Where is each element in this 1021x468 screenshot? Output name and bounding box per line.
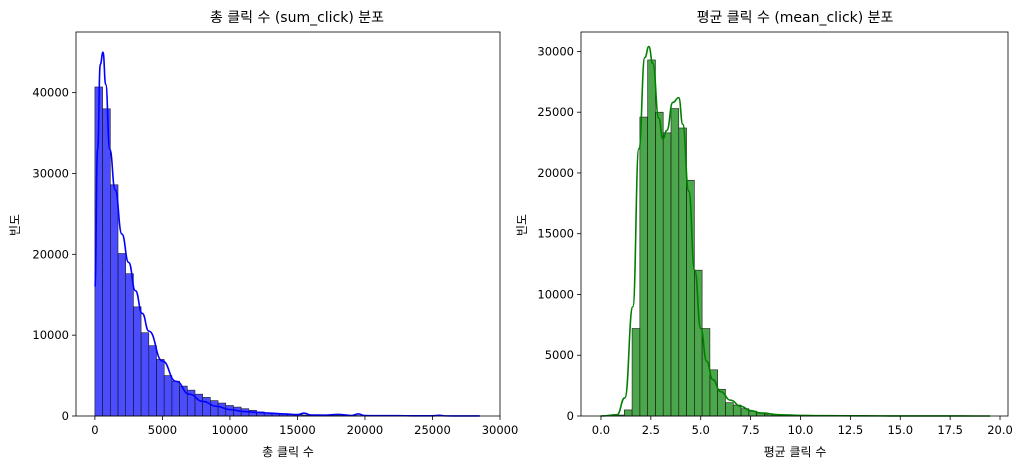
y-tick-label: 20000 xyxy=(32,247,69,261)
sum-click-histogram: 총 클릭 수 (sum_click) 분포 0 5000 10000 15000 200… xyxy=(8,10,518,459)
y-tick-label: 0 xyxy=(567,409,574,423)
x-tick-label: 5000 xyxy=(148,423,177,437)
chart-title: 총 클릭 수 (sum_click) 분포 xyxy=(210,10,384,26)
histogram-bar xyxy=(202,397,211,417)
histogram-bar xyxy=(678,127,687,417)
y-ticks: 0 5000 10000 15000 20000 25000 30000 xyxy=(537,44,581,423)
x-tick-label: 0 xyxy=(91,423,98,437)
histogram-bar xyxy=(163,375,173,417)
chart-title: 평균 클릭 수 (mean_click) 분포 xyxy=(697,10,894,26)
y-tick-label: 40000 xyxy=(32,86,69,100)
histogram-bar xyxy=(725,402,734,417)
histogram-bar xyxy=(662,132,672,417)
histogram-bar xyxy=(210,400,219,417)
y-tick-label: 30000 xyxy=(32,166,69,180)
x-tick-label: 10.0 xyxy=(788,423,814,437)
y-tick-label: 20000 xyxy=(537,166,574,180)
x-tick-label: 30000 xyxy=(482,423,519,437)
histogram-bar xyxy=(655,111,664,417)
x-ticks: 0 5000 10000 15000 20000 25000 30000 xyxy=(91,416,518,437)
x-tick-label: 25000 xyxy=(414,423,451,437)
y-tick-label: 25000 xyxy=(537,105,574,119)
histogram-bar xyxy=(156,359,165,417)
y-tick-label: 15000 xyxy=(537,227,574,241)
x-tick-label: 15000 xyxy=(279,423,316,437)
x-tick-label: 15.0 xyxy=(887,423,913,437)
mean-click-histogram: 평균 클릭 수 (mean_click) 분포 0.0 2.5 5.0 7.5 10.0… xyxy=(515,10,1013,459)
histogram-bar xyxy=(179,385,188,417)
x-tick-label: 5.0 xyxy=(692,423,710,437)
histogram-bar xyxy=(694,269,703,417)
histogram-bar xyxy=(148,345,157,417)
y-ticks: 0 10000 20000 30000 40000 xyxy=(32,86,76,423)
histogram-bars xyxy=(600,59,991,417)
x-ticks: 0.0 2.5 5.0 7.5 10.0 12.5 15.0 17.5 20.0 xyxy=(592,416,1013,437)
histogram-bar xyxy=(623,409,633,417)
x-tick-label: 20.0 xyxy=(987,423,1013,437)
axes-frame xyxy=(580,31,1009,417)
y-tick-label: 30000 xyxy=(537,44,574,58)
y-tick-label: 0 xyxy=(62,409,69,423)
x-tick-label: 12.5 xyxy=(838,423,864,437)
histogram-bar xyxy=(639,116,648,417)
histogram-bar xyxy=(133,306,142,417)
y-tick-label: 10000 xyxy=(32,328,69,342)
histogram-bar xyxy=(631,328,641,417)
x-tick-label: 2.5 xyxy=(642,423,660,437)
histogram-bar xyxy=(109,184,119,417)
x-tick-label: 17.5 xyxy=(937,423,963,437)
x-tick-label: 0.0 xyxy=(592,423,610,437)
histogram-bar xyxy=(647,59,656,417)
axes-frame xyxy=(75,31,501,417)
y-axis-label: 빈도 xyxy=(515,214,529,236)
y-axis-label: 빈도 xyxy=(8,214,22,236)
x-axis-label: 총 클릭 수 xyxy=(262,445,314,459)
y-tick-label: 10000 xyxy=(537,287,574,301)
kde-line xyxy=(600,45,991,417)
x-tick-label: 10000 xyxy=(212,423,249,437)
y-tick-label: 5000 xyxy=(545,348,574,362)
histogram-bar xyxy=(217,402,227,417)
histogram-bar xyxy=(670,108,680,417)
histogram-bar xyxy=(102,108,111,417)
histogram-bar xyxy=(140,332,150,417)
histogram-bar xyxy=(225,405,234,417)
histogram-bars xyxy=(94,86,481,417)
x-tick-label: 7.5 xyxy=(741,423,759,437)
histogram-bar xyxy=(171,380,180,417)
x-tick-label: 20000 xyxy=(347,423,384,437)
x-axis-label: 평균 클릭 수 xyxy=(764,445,827,459)
histogram-bar xyxy=(117,253,126,417)
histogram-bar xyxy=(125,273,134,417)
